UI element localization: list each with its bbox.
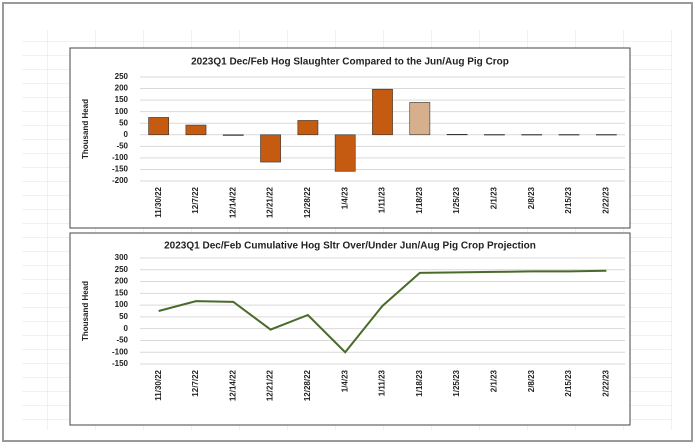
line [158, 269, 607, 354]
y-axis-label: Thousand Head [81, 281, 90, 341]
x-tick-label: 12/14/22 [228, 186, 237, 218]
y-tick-label: 300 [115, 253, 129, 262]
y-tick-label: 50 [119, 312, 128, 321]
x-tick-label: 2/22/23 [601, 186, 610, 213]
x-tick-label: 2/1/23 [490, 186, 499, 209]
x-tick-label: 1/4/23 [340, 186, 349, 209]
bar [409, 102, 431, 136]
y-tick-label: 0 [124, 130, 129, 139]
y-tick-label: -100 [112, 347, 129, 356]
y-tick-label: -100 [112, 153, 129, 162]
y-tick-label: -150 [112, 359, 129, 368]
x-tick-label: 1/11/23 [378, 186, 387, 213]
x-tick-label: 12/14/22 [228, 369, 237, 401]
x-tick-label: 2/15/23 [564, 369, 573, 396]
y-tick-label: 50 [119, 118, 128, 127]
y-tick-label: -50 [116, 336, 128, 345]
x-tick-label: 1/18/23 [415, 369, 424, 396]
x-tick-label: 2/8/23 [527, 369, 536, 392]
x-tick-label: 1/4/23 [340, 369, 349, 392]
chart-title: 2023Q1 Dec/Feb Hog Slaughter Compared to… [191, 57, 509, 68]
x-tick-label: 1/25/23 [452, 369, 461, 396]
y-tick-label: 200 [115, 84, 129, 93]
x-tick-label: 12/21/22 [266, 369, 275, 401]
chart-title: 2023Q1 Dec/Feb Cumulative Hog Sltr Over/… [164, 241, 536, 252]
bar [185, 124, 207, 136]
y-tick-label: 250 [115, 265, 129, 274]
bar [521, 134, 543, 136]
y-tick-label: 150 [115, 288, 129, 297]
bar [334, 134, 356, 172]
bar [446, 134, 468, 136]
bar [484, 134, 505, 136]
x-tick-label: 12/28/22 [303, 369, 312, 401]
y-tick-label: -200 [112, 176, 129, 185]
bar [222, 134, 244, 136]
y-tick-label: -50 [116, 141, 128, 150]
y-axis-label: Thousand Head [81, 99, 90, 159]
bar [297, 120, 319, 136]
y-tick-label: 250 [115, 72, 129, 81]
y-tick-label: 0 [124, 324, 129, 333]
y-tick-label: 100 [115, 107, 129, 116]
bar [372, 88, 393, 136]
y-tick-label: 100 [115, 300, 129, 309]
x-tick-label: 11/30/22 [154, 369, 163, 400]
x-tick-label: 2/15/23 [564, 186, 573, 213]
x-tick-label: 12/28/22 [303, 186, 312, 218]
x-tick-label: 12/7/22 [191, 186, 200, 213]
y-tick-label: 200 [115, 277, 129, 286]
x-tick-label: 12/7/22 [191, 369, 200, 396]
x-tick-label: 11/30/22 [154, 186, 163, 217]
y-tick-label: 150 [115, 95, 129, 104]
bar [558, 134, 580, 136]
x-tick-label: 2/1/23 [490, 369, 499, 392]
bar [148, 117, 170, 136]
bar [595, 134, 617, 136]
x-tick-label: 1/18/23 [415, 186, 424, 213]
x-tick-label: 1/11/23 [378, 369, 387, 396]
x-tick-label: 12/21/22 [266, 186, 275, 218]
y-tick-label: -150 [112, 165, 129, 174]
bar [260, 134, 281, 163]
x-tick-label: 2/8/23 [527, 186, 536, 209]
x-tick-label: 1/25/23 [452, 186, 461, 213]
x-tick-label: 2/22/23 [601, 369, 610, 396]
